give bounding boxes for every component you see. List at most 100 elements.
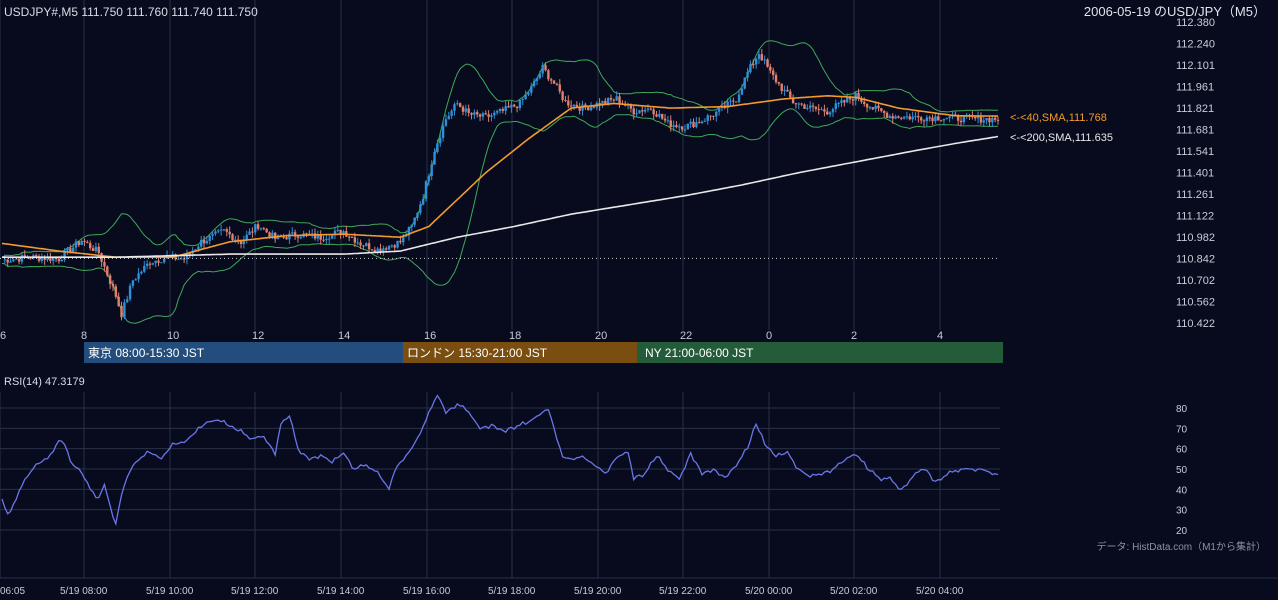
price-tick-label: 110.982 (1176, 232, 1215, 244)
candle-bull (441, 125, 445, 138)
candle-bull (419, 204, 422, 213)
candle-bull (325, 238, 328, 241)
candle-bull (948, 116, 951, 119)
candle-bear (609, 98, 613, 100)
candle-bull (299, 237, 302, 239)
price-tick-label: 110.422 (1176, 318, 1215, 330)
candle-bull (589, 106, 593, 111)
candle-bear (23, 255, 26, 258)
time-axis-top: 6 8 10 12 14 16 18 20 22 0 2 4 (0, 330, 943, 342)
candle-bull (63, 250, 66, 260)
candle-bear (49, 256, 52, 261)
sma200-line (2, 135, 999, 258)
session-bar: 東京 08:00-15:30 JST ロンドン 15:30-21:00 JST … (84, 342, 1003, 363)
time-tick-bottom-label: 5/19 16:00 (403, 586, 451, 597)
session-tokyo-label: 東京 08:00-15:30 JST (88, 346, 205, 360)
candle-bear (692, 121, 695, 128)
candle-bear (359, 242, 362, 246)
time-tick-top-label: 20 (595, 330, 607, 342)
candle-bull (200, 239, 203, 247)
rsi-tick-label: 60 (1176, 445, 1188, 456)
candle-bull (15, 258, 18, 260)
candle-bull (715, 111, 718, 117)
candle-bull (740, 88, 744, 95)
candle-bull (754, 58, 758, 65)
candle-bull (3, 259, 7, 261)
rsi-axis: 80 70 60 50 40 30 20 (1176, 404, 1188, 537)
candle-bear (917, 116, 920, 118)
time-tick-top-label: 22 (680, 330, 692, 342)
candle-bear (552, 80, 556, 84)
candle-bull (541, 65, 544, 74)
time-tick-bottom-label: 5/19 18:00 (488, 586, 536, 597)
sma200-label: <-<200,SMA,111.635 (1010, 132, 1113, 144)
candle-bear (919, 117, 923, 121)
candle-bear (865, 103, 869, 108)
candle-bear (908, 116, 911, 120)
candle-bull (991, 117, 994, 123)
candle-bear (897, 116, 900, 118)
candle-bear (91, 248, 95, 252)
candle-bull (638, 110, 641, 114)
price-tick-label: 110.702 (1176, 275, 1215, 287)
candle-bear (350, 236, 354, 238)
candle-bear (379, 248, 382, 252)
candle-bull (683, 129, 687, 131)
candle-bear (851, 99, 855, 101)
candle-bull (834, 103, 837, 110)
chart-title: 2006-05-19 のUSD/JPY（M5） (1084, 4, 1266, 19)
candle-bull (60, 259, 63, 262)
candle-bear (120, 306, 123, 318)
candle-bear (900, 117, 903, 119)
candle-bull (888, 116, 892, 118)
candle-bear (604, 100, 607, 104)
candle-bear (114, 286, 118, 297)
candle-bull (925, 117, 929, 122)
candle-bear (641, 110, 644, 112)
candle-bear (882, 111, 886, 113)
candle-bull (46, 256, 49, 261)
candle-bull (402, 236, 405, 243)
candle-bear (513, 104, 516, 107)
candle-bull (828, 112, 832, 115)
time-tick-bottom-label: 5/20 04:00 (916, 586, 964, 597)
candle-bear (202, 239, 206, 244)
candle-bear (956, 115, 960, 121)
candle-bear (592, 106, 596, 108)
candle-bull (40, 257, 44, 261)
candle-bull (678, 126, 681, 128)
candle-bear (800, 103, 803, 105)
session-ny (637, 342, 1003, 363)
candle-bear (157, 260, 160, 263)
time-tick-bottom-label: 5/20 02:00 (830, 586, 878, 597)
candle-bear (786, 89, 789, 92)
candle-bear (959, 120, 963, 123)
candle-bull (430, 164, 433, 176)
candle-bull (291, 232, 294, 234)
candle-bull (601, 100, 604, 106)
candle-bull (495, 111, 499, 113)
time-tick-bottom-label: 5/19 22:00 (659, 586, 707, 597)
candle-bull (737, 94, 741, 103)
candle-bear (313, 233, 317, 239)
candle-bull (208, 235, 211, 241)
candle-bear (974, 116, 977, 119)
candle-bear (771, 70, 775, 75)
candle-bear (848, 97, 852, 100)
candle-bull (914, 116, 917, 118)
candle-bear (618, 96, 621, 104)
candle-bear (17, 258, 21, 262)
candle-bear (564, 99, 567, 101)
candle-bull (316, 234, 320, 239)
time-tick-top-label: 8 (81, 330, 87, 342)
candle-bull (288, 233, 291, 240)
candle-bull (453, 104, 456, 111)
session-tokyo (84, 342, 403, 363)
candle-bull (535, 78, 539, 81)
candle-bull (493, 112, 496, 116)
time-tick-bottom-label: 5/19 14:00 (317, 586, 365, 597)
candle-bear (931, 117, 934, 122)
candle-bear (652, 109, 655, 115)
time-tick-top-label: 14 (338, 330, 350, 342)
candle-bull (806, 107, 809, 109)
